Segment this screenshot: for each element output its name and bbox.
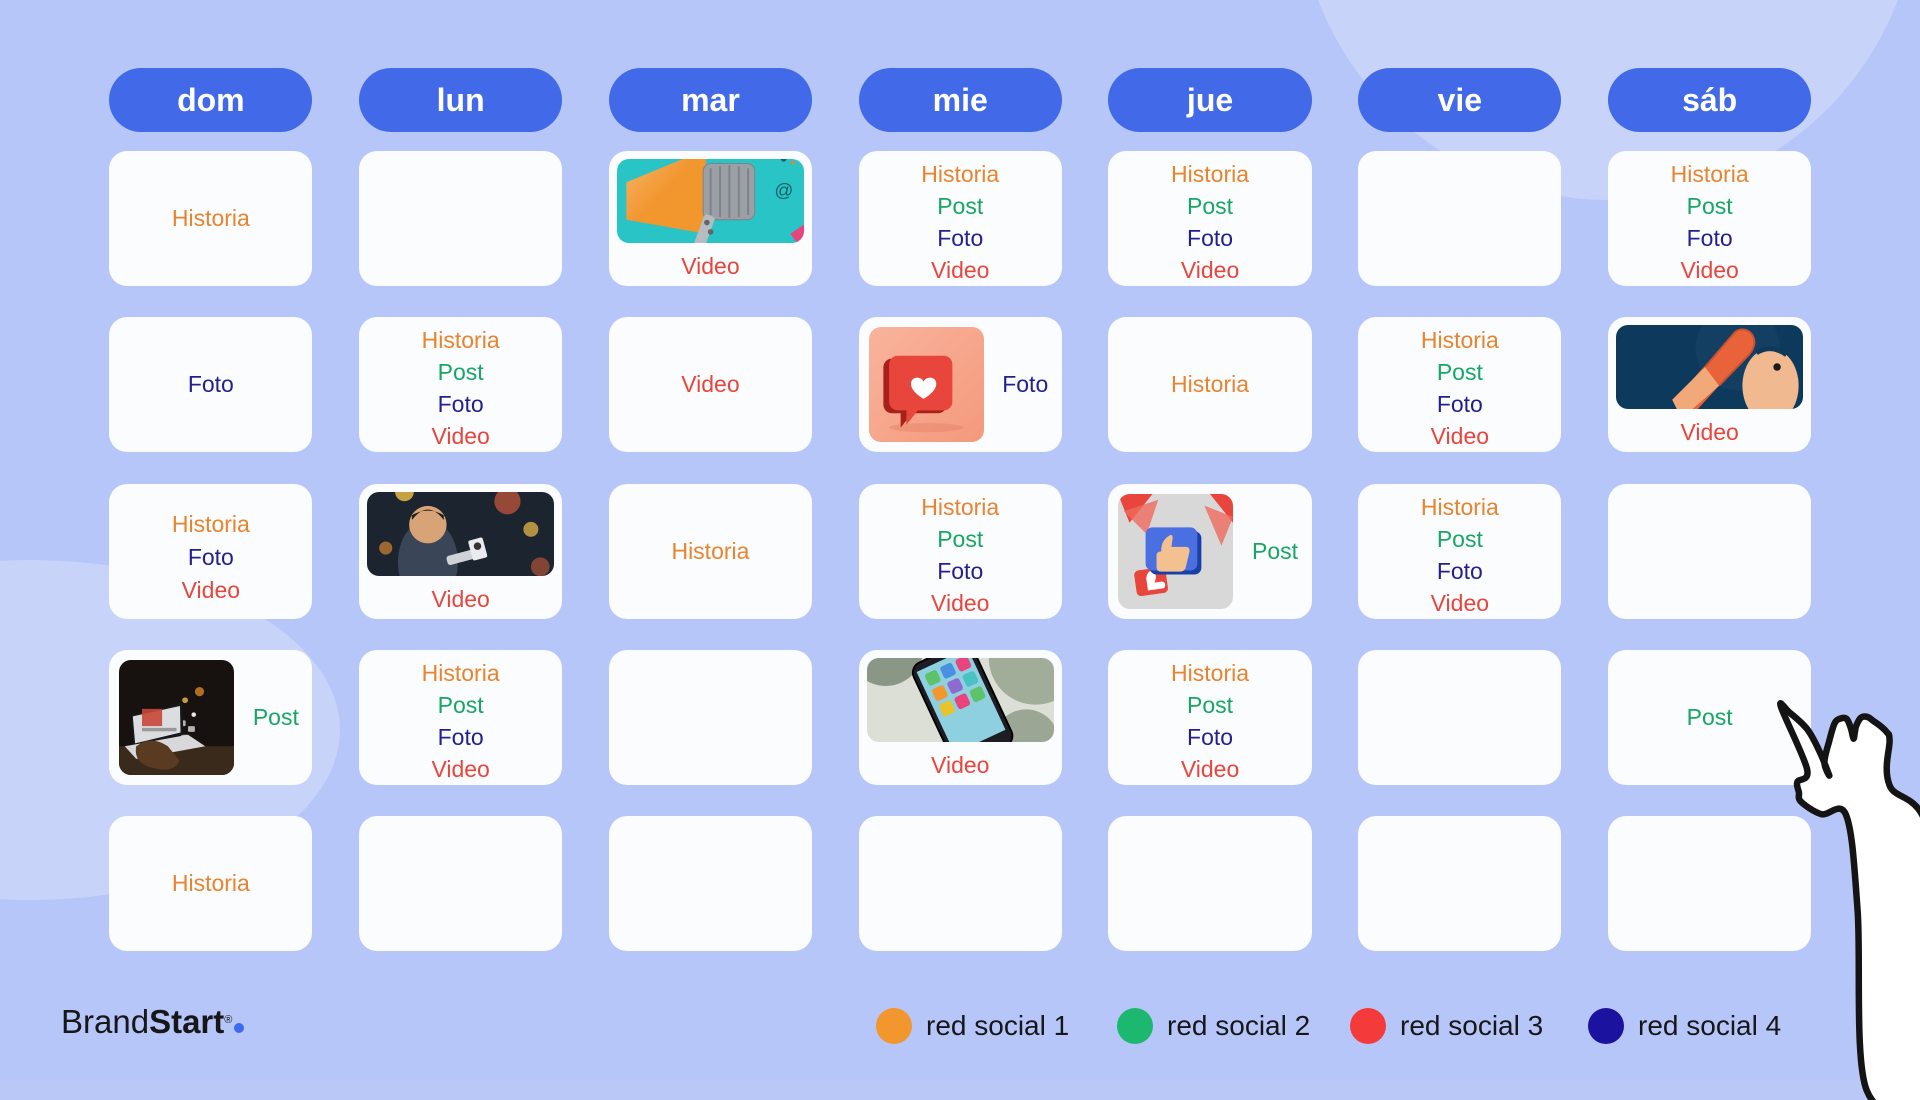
svg-text:@: @ <box>774 179 793 200</box>
